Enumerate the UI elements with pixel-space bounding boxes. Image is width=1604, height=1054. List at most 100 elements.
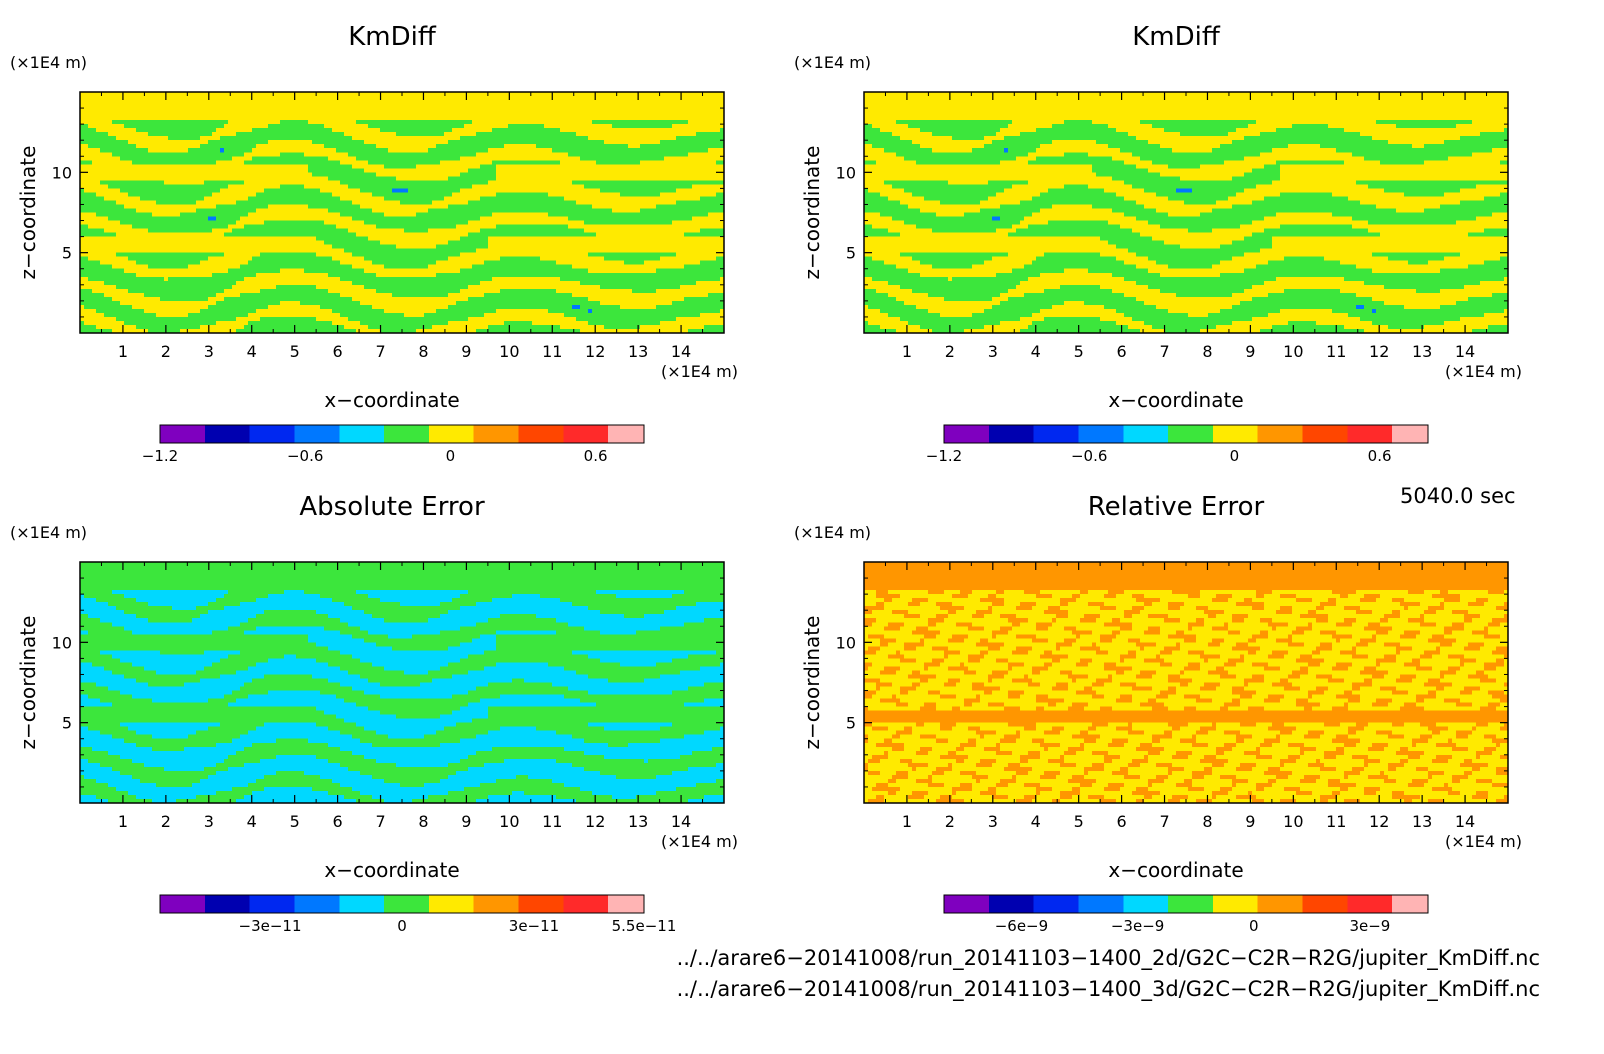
contour-cell [324, 152, 329, 157]
contour-cell [620, 188, 625, 194]
contour-cell [508, 128, 513, 133]
contour-cell [432, 168, 437, 173]
contour-cell [648, 184, 653, 189]
contour-cell [504, 92, 509, 97]
contour-cell [236, 128, 241, 133]
contour-cell [592, 160, 597, 165]
contour-cell [340, 96, 345, 101]
contour-cell [380, 212, 385, 218]
contour-cell [128, 108, 133, 113]
contour-cell [420, 160, 425, 165]
contour-cell [144, 208, 149, 214]
contour-cell [588, 112, 593, 117]
contour-cell [476, 100, 481, 105]
contour-cell [500, 92, 505, 97]
contour-cell [188, 176, 193, 181]
contour-cell [696, 136, 701, 141]
contour-cell [360, 128, 365, 133]
contour-cell [624, 204, 629, 210]
contour-cell [652, 188, 657, 194]
contour-cell [640, 124, 645, 129]
contour-cell [160, 108, 165, 113]
contour-cell [248, 140, 253, 145]
contour-cell [136, 208, 141, 214]
contour-cell [292, 192, 297, 198]
contour-cell [696, 100, 701, 105]
contour-cell [316, 160, 321, 165]
contour-cell [592, 168, 597, 173]
contour-cell [280, 124, 285, 129]
contour-cell [408, 120, 413, 125]
contour-cell [220, 104, 225, 109]
contour-cell [540, 100, 545, 105]
contour-cell [688, 188, 693, 194]
contour-cell [288, 96, 293, 101]
contour-cell [268, 212, 273, 218]
contour-cell [404, 96, 409, 101]
contour-cell [336, 92, 341, 97]
contour-cell [508, 140, 513, 145]
contour-cell [596, 184, 601, 189]
contour-cell [392, 160, 397, 165]
contour-cell [300, 176, 305, 181]
contour-cell [624, 200, 629, 206]
contour-cell [604, 188, 609, 194]
contour-cell [228, 172, 233, 177]
contour-cell [620, 144, 625, 149]
contour-cell [664, 148, 669, 153]
contour-cell [536, 164, 541, 169]
contour-cell [328, 196, 333, 202]
contour-cell [488, 108, 493, 113]
contour-cell [164, 132, 169, 137]
contour-cell [140, 124, 145, 129]
contour-cell [528, 152, 533, 157]
contour-cell [176, 200, 181, 206]
contour-cell [344, 160, 349, 165]
contour-cell [552, 160, 557, 165]
contour-cell [404, 164, 409, 169]
contour-cell [664, 156, 669, 161]
contour-cell [364, 100, 369, 105]
contour-cell [80, 124, 85, 129]
contour-cell [684, 212, 689, 218]
contour-cell [720, 184, 725, 189]
contour-cell [696, 212, 701, 218]
contour-cell [684, 196, 689, 202]
contour-cell [628, 156, 633, 161]
contour-cell [660, 212, 665, 218]
contour-cell [524, 180, 529, 185]
contour-cell [112, 212, 117, 218]
contour-cell [496, 192, 501, 198]
contour-cell [512, 92, 517, 97]
contour-cell [676, 128, 681, 133]
contour-cell [524, 112, 529, 117]
contour-cell [488, 136, 493, 141]
contour-cell [528, 148, 533, 153]
contour-cell [388, 212, 393, 218]
contour-cell [704, 148, 709, 153]
contour-cell [156, 116, 161, 121]
contour-cell [716, 192, 721, 198]
contour-cell [288, 92, 293, 97]
contour-cell [88, 168, 93, 173]
contour-cell [696, 144, 701, 149]
contour-cell [80, 216, 85, 222]
contour-cell [372, 188, 377, 194]
contour-cell [516, 204, 521, 210]
contour-cell [620, 212, 625, 218]
contour-cell [480, 212, 485, 218]
contour-cell [696, 92, 701, 97]
contour-cell [164, 104, 169, 109]
contour-cell [252, 112, 257, 117]
contour-cell [256, 200, 261, 206]
contour-cell [200, 204, 205, 210]
contour-cell [588, 204, 593, 210]
contour-cell [592, 180, 597, 185]
contour-cell [648, 200, 653, 206]
contour-cell [156, 168, 161, 173]
contour-cell [156, 176, 161, 181]
contour-cell [644, 132, 649, 137]
contour-cell [424, 196, 429, 202]
contour-cell [436, 96, 441, 101]
contour-cell [704, 124, 709, 129]
